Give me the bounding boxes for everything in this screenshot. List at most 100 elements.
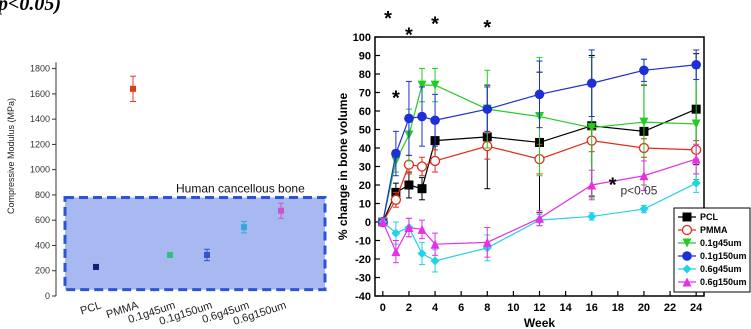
data-point xyxy=(417,111,427,122)
data-point xyxy=(241,224,247,231)
y-tick-label: 10 xyxy=(359,199,371,211)
data-point xyxy=(691,178,701,188)
legend-label: 0.6g150um xyxy=(700,277,747,287)
data-point xyxy=(390,194,402,205)
y-tick-label: 400 xyxy=(35,240,50,250)
data-point xyxy=(430,256,440,266)
page-header: p<0.05) xyxy=(0,0,751,40)
y-tick-label: 0 xyxy=(365,217,371,229)
data-point xyxy=(430,239,440,249)
x-axis-label: Week xyxy=(524,316,555,329)
data-point xyxy=(417,248,427,258)
y-axis-label: Compressive Modulus (MPa) xyxy=(6,98,16,214)
data-point xyxy=(535,213,544,223)
y-tick-label: 1800 xyxy=(30,64,50,74)
series-0.6g150um xyxy=(378,143,701,264)
y-tick-label: 800 xyxy=(35,190,50,200)
x-tick-label: 14 xyxy=(559,302,572,314)
x-tick-label: 12 xyxy=(533,302,545,314)
significance-note: p<0.05 xyxy=(620,184,657,198)
data-point xyxy=(482,237,492,247)
y-tick-label: 1600 xyxy=(30,89,50,99)
data-point xyxy=(587,123,597,133)
series-line xyxy=(382,108,697,223)
x-tick-label: 8 xyxy=(484,302,490,314)
y-tick-label: -30 xyxy=(355,273,371,285)
series-line xyxy=(382,84,697,223)
x-tick-label: 6 xyxy=(458,302,464,314)
data-point xyxy=(639,65,649,76)
series-line xyxy=(382,64,697,223)
data-point xyxy=(391,228,401,238)
y-tick-label: 600 xyxy=(35,215,50,225)
data-point xyxy=(429,155,441,167)
legend-label: 0.1g150um xyxy=(700,251,747,261)
data-point xyxy=(417,224,427,234)
series-line xyxy=(382,182,697,262)
y-tick-label: 0 xyxy=(45,291,50,301)
significance-star: * xyxy=(431,14,439,36)
data-point xyxy=(404,113,414,124)
y-tick-label: -10 xyxy=(355,236,371,248)
series-line xyxy=(382,158,697,253)
data-point xyxy=(430,80,440,90)
x-tick-label: 2 xyxy=(406,302,412,314)
x-tick-label: 22 xyxy=(664,302,676,314)
y-tick-label: 80 xyxy=(359,69,371,81)
series-line xyxy=(382,139,697,223)
legend-label: PCL xyxy=(700,212,719,222)
x-tick-label: 18 xyxy=(612,302,624,314)
data-point xyxy=(93,263,99,270)
x-tick-label: 16 xyxy=(586,302,598,314)
y-tick-label: 70 xyxy=(359,88,371,100)
x-tick-label: 0 xyxy=(380,302,386,314)
x-tick-label: 24 xyxy=(690,302,703,314)
data-point xyxy=(482,104,493,114)
y-tick-label: 1000 xyxy=(30,165,50,175)
data-point xyxy=(639,117,649,127)
significance-star: * xyxy=(405,25,413,47)
legend-swatch-marker xyxy=(682,277,692,287)
data-point xyxy=(587,180,597,190)
clipped-heading: p<0.05) xyxy=(0,0,62,15)
y-tick-label: 90 xyxy=(359,51,371,63)
data-point xyxy=(534,89,545,100)
data-point xyxy=(691,59,701,70)
y-tick-label: 40 xyxy=(359,143,371,155)
y-tick-label: 60 xyxy=(359,106,371,118)
significance-star: * xyxy=(392,88,400,110)
data-point xyxy=(691,119,701,129)
y-tick-label: 50 xyxy=(359,125,371,137)
x-tick-label: 10 xyxy=(507,302,519,314)
data-point xyxy=(167,251,173,258)
data-point xyxy=(278,207,284,214)
significance-star: * xyxy=(384,8,392,30)
data-point xyxy=(403,159,415,170)
data-point xyxy=(391,247,401,257)
data-point xyxy=(404,223,414,233)
data-point xyxy=(130,85,136,92)
y-tick-label: -40 xyxy=(355,291,371,303)
legend: PCL PMMA 0.1g45um 0.1g150um 0.6g45um 0.6g150u… xyxy=(673,207,751,293)
legend-swatch-marker xyxy=(682,212,692,222)
data-point xyxy=(417,184,427,194)
data-point xyxy=(587,211,597,221)
data-point xyxy=(416,161,428,172)
data-point xyxy=(204,251,210,258)
significance-star: * xyxy=(609,174,617,196)
y-tick-label: 1200 xyxy=(30,139,50,149)
y-axis-label: % change in bone volume xyxy=(336,92,350,240)
significance-star: * xyxy=(483,17,491,39)
data-point xyxy=(691,154,701,164)
reference-region-label: Human cancellous bone xyxy=(176,181,305,195)
legend-label: 0.6g45um xyxy=(700,264,742,274)
data-point xyxy=(404,180,414,190)
y-tick-label: 100 xyxy=(353,32,371,44)
x-tick-label: 20 xyxy=(638,302,650,314)
y-tick-label: -20 xyxy=(355,254,371,266)
data-point xyxy=(586,78,597,89)
legend-swatch-marker xyxy=(682,264,692,274)
data-point xyxy=(417,80,427,90)
